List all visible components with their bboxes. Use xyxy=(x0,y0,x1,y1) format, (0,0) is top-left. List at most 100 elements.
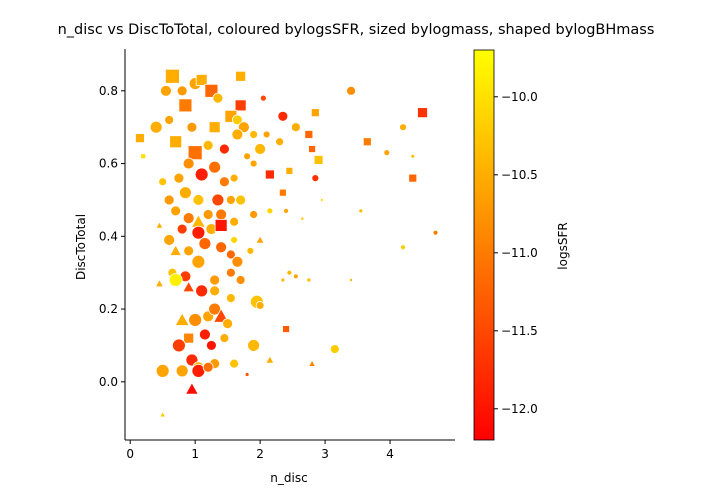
axes-layer xyxy=(124,49,455,441)
colorbar-tick-label: −11.0 xyxy=(501,246,538,260)
data-point-circle xyxy=(432,229,439,236)
data-point-square xyxy=(178,98,193,113)
data-point-square xyxy=(165,68,180,84)
data-point-circle xyxy=(176,85,188,97)
x-tick-label: 4 xyxy=(386,447,394,461)
data-point-circle xyxy=(194,167,209,182)
data-point-circle xyxy=(400,244,406,251)
data-point-circle xyxy=(179,186,192,200)
data-point-square xyxy=(169,135,183,149)
points-layer xyxy=(135,68,439,418)
data-point-circle xyxy=(262,130,271,139)
data-point-circle xyxy=(306,277,312,283)
data-point-circle xyxy=(182,157,195,170)
data-point-circle xyxy=(225,267,236,278)
data-point-circle xyxy=(229,173,239,183)
data-point-circle xyxy=(191,254,206,269)
data-point-triangle xyxy=(255,235,265,244)
data-point-square xyxy=(214,219,228,232)
colorbar-tick-label: −10.0 xyxy=(501,90,538,104)
data-point-circle xyxy=(254,143,267,155)
data-point-triangle xyxy=(159,410,167,418)
data-point-circle xyxy=(277,110,289,122)
data-point-circle xyxy=(202,361,214,373)
data-point-circle xyxy=(290,122,301,133)
data-point-circle xyxy=(231,114,243,126)
colorbar-tick-label: −12.0 xyxy=(501,402,538,416)
data-point-circle xyxy=(346,85,356,96)
data-point-circle xyxy=(246,246,255,255)
data-point-square xyxy=(408,173,418,183)
data-point-circle xyxy=(229,358,240,369)
data-point-circle xyxy=(349,278,353,282)
data-point-circle xyxy=(208,160,222,174)
y-tick-label: 0.8 xyxy=(99,84,118,98)
data-point-square xyxy=(313,155,324,165)
data-point-square xyxy=(187,145,203,161)
data-point-circle xyxy=(244,372,250,377)
data-point-square xyxy=(195,74,208,86)
data-point-square xyxy=(304,130,314,139)
data-point-square xyxy=(362,137,372,147)
data-point-circle xyxy=(319,198,324,202)
data-point-square xyxy=(183,332,195,344)
colorbar-tick-label: −10.5 xyxy=(501,168,538,182)
y-tick-label: 0.6 xyxy=(99,157,118,171)
data-point-circle xyxy=(280,277,286,283)
data-point-square xyxy=(285,166,294,175)
data-point-circle xyxy=(249,210,259,219)
data-point-triangle xyxy=(169,244,183,256)
data-point-circle xyxy=(311,174,320,183)
data-point-triangle xyxy=(174,312,190,326)
data-point-circle xyxy=(225,195,236,205)
data-point-circle xyxy=(410,153,416,159)
data-point-triangle xyxy=(154,278,165,288)
data-point-circle xyxy=(218,176,230,188)
data-point-circle xyxy=(155,363,170,378)
data-point-circle xyxy=(383,149,391,157)
data-point-triangle xyxy=(212,308,230,323)
data-point-square xyxy=(278,188,287,197)
data-point-circle xyxy=(202,209,214,220)
data-point-circle xyxy=(249,159,258,168)
data-point-circle xyxy=(175,364,189,378)
x-tick-label: 1 xyxy=(191,447,199,461)
data-point-circle xyxy=(222,318,234,330)
data-point-circle xyxy=(329,344,340,354)
colorbar xyxy=(473,49,495,441)
colorbar-tick-label: −11.5 xyxy=(501,324,538,338)
data-point-square xyxy=(264,169,275,180)
data-point-circle xyxy=(231,128,244,141)
y-tick-label: 0.2 xyxy=(99,302,118,316)
data-point-circle xyxy=(235,275,246,285)
data-point-circle xyxy=(198,237,212,250)
data-point-circle xyxy=(199,328,211,341)
data-point-circle xyxy=(202,139,214,151)
data-point-circle xyxy=(158,177,168,187)
data-point-circle xyxy=(170,205,182,217)
data-point-triangle xyxy=(182,280,196,293)
data-point-circle xyxy=(191,225,206,240)
data-point-circle xyxy=(192,194,205,206)
data-point-circle xyxy=(186,121,198,133)
data-point-square xyxy=(235,70,247,82)
data-point-circle xyxy=(212,92,224,104)
data-point-square xyxy=(417,107,428,119)
y-axis-label: DiscToTotal xyxy=(74,214,88,280)
data-point-circle xyxy=(225,293,236,304)
data-point-circle xyxy=(205,340,217,351)
data-point-circle xyxy=(225,249,236,260)
data-point-circle xyxy=(160,84,172,97)
data-point-circle xyxy=(183,245,195,257)
data-point-circle xyxy=(230,236,239,244)
data-point-circle xyxy=(283,207,290,214)
data-point-triangle xyxy=(155,221,164,229)
data-point-square xyxy=(135,133,145,144)
data-point-circle xyxy=(358,208,364,214)
data-point-circle xyxy=(235,194,247,206)
data-point-circle xyxy=(275,137,285,147)
data-point-circle xyxy=(209,274,221,286)
data-point-square xyxy=(282,325,291,333)
